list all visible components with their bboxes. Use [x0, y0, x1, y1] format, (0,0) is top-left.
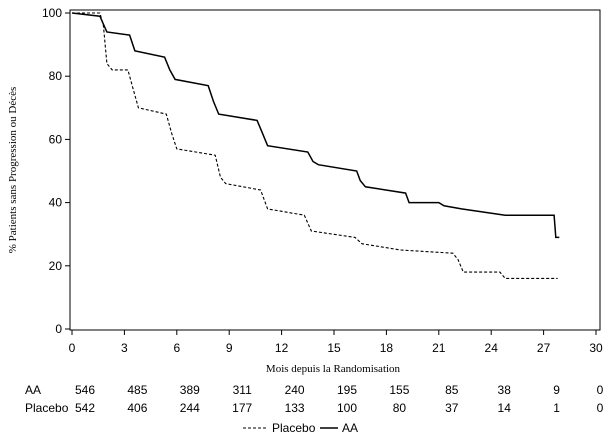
risk-count: 311 — [233, 383, 252, 397]
risk-count: 155 — [389, 383, 409, 397]
plot-frame — [69, 9, 601, 331]
risk-count: 0 — [597, 401, 604, 415]
y-tick-label: 80 — [49, 69, 63, 83]
y-tick-label: 20 — [49, 259, 63, 273]
x-tick-label: 12 — [275, 341, 289, 355]
series-line-placebo — [72, 12, 558, 279]
y-tick-label: 100 — [42, 6, 62, 20]
y-tick-label: 0 — [55, 322, 62, 336]
risk-count: 14 — [498, 401, 512, 415]
legend-label-placebo: Placebo — [272, 421, 316, 435]
risk-count: 240 — [285, 383, 305, 397]
risk-count: 38 — [498, 383, 512, 397]
series-line-aa — [71, 12, 560, 239]
risk-count: 133 — [285, 401, 305, 415]
risk-count: 85 — [445, 383, 459, 397]
x-tick-label: 9 — [226, 341, 233, 355]
risk-count: 546 — [75, 383, 95, 397]
x-axis-title: Mois depuis la Randomisation — [266, 363, 401, 375]
risk-count: 485 — [127, 383, 147, 397]
risk-count: 100 — [337, 401, 357, 415]
x-tick-label: 21 — [432, 341, 446, 355]
series-group — [71, 12, 560, 279]
x-tick-label: 6 — [173, 341, 180, 355]
y-tick-label: 60 — [49, 132, 63, 146]
x-tick-label: 27 — [537, 341, 551, 355]
x-tick-label: 18 — [380, 341, 394, 355]
risk-count: 195 — [337, 383, 357, 397]
x-tick-label: 0 — [69, 341, 76, 355]
risk-row-label: Placebo — [25, 401, 69, 415]
risk-count: 37 — [445, 401, 459, 415]
x-axis: 0 3 6 9 12 15 18 21 24 27 30 — [69, 330, 603, 355]
x-tick-label: 24 — [485, 341, 499, 355]
risk-count: 244 — [180, 401, 200, 415]
x-tick-label: 30 — [589, 341, 603, 355]
risk-count: 9 — [553, 383, 560, 397]
legend-label-aa: AA — [342, 421, 358, 435]
risk-count: 0 — [597, 383, 604, 397]
risk-count: 177 — [232, 401, 252, 415]
y-axis-title: % Patients sans Progression ou Décès — [7, 87, 19, 254]
y-axis: 0 20 40 60 80 100 — [42, 6, 70, 336]
risk-count: 542 — [75, 401, 95, 415]
legend: Placebo AA — [243, 421, 358, 435]
y-tick-label: 40 — [49, 196, 63, 210]
x-tick-label: 15 — [327, 341, 341, 355]
risk-count: 1 — [553, 401, 560, 415]
risk-row-label: AA — [25, 383, 41, 397]
risk-count: 389 — [180, 383, 200, 397]
risk-count: 80 — [393, 401, 407, 415]
x-tick-label: 3 — [121, 341, 128, 355]
risk-count: 406 — [127, 401, 147, 415]
